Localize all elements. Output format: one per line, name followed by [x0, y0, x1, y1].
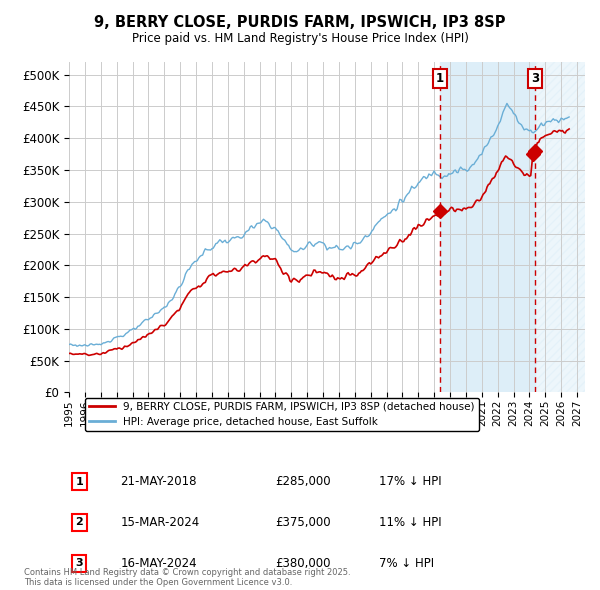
- Text: Contains HM Land Registry data © Crown copyright and database right 2025.
This d: Contains HM Land Registry data © Crown c…: [24, 568, 350, 587]
- Text: £375,000: £375,000: [275, 516, 331, 529]
- Text: 17% ↓ HPI: 17% ↓ HPI: [379, 475, 441, 488]
- Legend: 9, BERRY CLOSE, PURDIS FARM, IPSWICH, IP3 8SP (detached house), HPI: Average pri: 9, BERRY CLOSE, PURDIS FARM, IPSWICH, IP…: [85, 398, 479, 431]
- Text: 16-MAY-2024: 16-MAY-2024: [121, 557, 197, 570]
- Text: 11% ↓ HPI: 11% ↓ HPI: [379, 516, 441, 529]
- Text: 7% ↓ HPI: 7% ↓ HPI: [379, 557, 434, 570]
- Text: 1: 1: [436, 72, 444, 85]
- Bar: [535, 62, 585, 392]
- Text: 21-MAY-2018: 21-MAY-2018: [121, 475, 197, 488]
- Text: 15-MAR-2024: 15-MAR-2024: [121, 516, 200, 529]
- Text: Price paid vs. HM Land Registry's House Price Index (HPI): Price paid vs. HM Land Registry's House …: [131, 32, 469, 45]
- Text: 1: 1: [76, 477, 83, 487]
- Text: 9, BERRY CLOSE, PURDIS FARM, IPSWICH, IP3 8SP: 9, BERRY CLOSE, PURDIS FARM, IPSWICH, IP…: [94, 15, 506, 30]
- Text: £285,000: £285,000: [275, 475, 331, 488]
- Text: 3: 3: [76, 558, 83, 568]
- Bar: [440, 62, 535, 392]
- Text: £380,000: £380,000: [275, 557, 331, 570]
- Text: 2: 2: [76, 517, 83, 527]
- Text: 3: 3: [532, 72, 539, 85]
